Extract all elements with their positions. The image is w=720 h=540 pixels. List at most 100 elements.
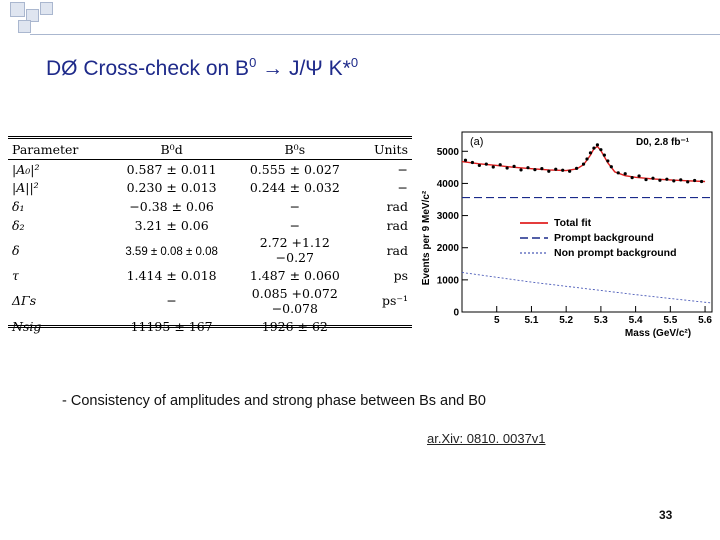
mass-distribution-plot: 5 5.1 5.2 5.3 5.4 5.5 5.6 0 1000 2000 3000 4000 5000… — [421, 131, 713, 339]
legend-label: Non prompt background — [554, 247, 677, 259]
column-header: Parameter — [8, 139, 105, 160]
data-point — [699, 179, 704, 184]
data-point — [672, 179, 676, 183]
y-tick-label: 1000 — [437, 275, 460, 286]
param-cell: |A||² — [12, 180, 39, 196]
param-cell: Nsig — [12, 318, 42, 334]
y-tick-label: 0 — [453, 308, 459, 319]
data-point — [470, 160, 475, 165]
data-point — [693, 178, 697, 183]
data-point — [512, 164, 516, 168]
data-point — [637, 174, 641, 178]
param-cell: |A₀|² — [12, 161, 40, 177]
plot-frame — [461, 131, 713, 313]
data-point — [491, 165, 495, 169]
unit-cell: rad — [386, 242, 408, 258]
column-header: B⁰s — [238, 139, 352, 160]
data-point — [463, 158, 468, 162]
data-point — [540, 167, 544, 171]
data-point — [616, 171, 620, 175]
table-row: |A||² 0.230 ± 0.013 0.244 ± 0.032 − — [8, 179, 412, 198]
param-cell: δ₁ — [12, 198, 25, 214]
legend-label: Prompt background — [554, 232, 654, 244]
data-point — [651, 176, 655, 180]
table-row: δ 3.59 ± 0.08 ± 0.08 2.72 +1.12 −0.27 ra… — [8, 234, 412, 266]
column-header: Units — [351, 139, 412, 160]
y-tick-label: 2000 — [437, 243, 460, 254]
table-row: |A₀|² 0.587 ± 0.011 0.555 ± 0.027 − — [8, 160, 412, 179]
slide-title: DØ Cross-check on B0 → J/Ψ K*0 — [46, 55, 359, 80]
x-tick-label: 5.2 — [559, 315, 573, 326]
data-point — [686, 180, 690, 184]
bs-value-cell: 0.244 ± 0.032 — [249, 180, 340, 196]
data-point — [581, 162, 586, 166]
y-tick-label: 5000 — [437, 147, 460, 158]
bd-value-cell: 0.230 ± 0.013 — [126, 180, 217, 196]
x-tick-label: 5 — [494, 315, 500, 326]
legend-label: Total fit — [554, 217, 592, 229]
y-tick-label: 3000 — [437, 211, 460, 222]
x-tick-label: 5.5 — [663, 315, 677, 326]
data-point — [526, 166, 530, 170]
bs-value-cell: 2.72 +1.12 −0.27 — [259, 235, 330, 266]
unit-cell: − — [397, 180, 408, 196]
data-point — [533, 168, 537, 172]
data-point — [644, 177, 648, 182]
bs-value-cell: 1926 ± 62 — [261, 318, 328, 334]
data-point — [592, 146, 596, 150]
data-point — [606, 159, 610, 163]
data-point — [623, 172, 627, 176]
parameter-table: Parameter B⁰d B⁰s Units |A₀|² 0.587 ± 0.… — [8, 136, 412, 334]
data-point — [585, 157, 589, 161]
unit-cell — [351, 317, 412, 336]
param-cell: τ — [12, 268, 19, 284]
arxiv-reference-link[interactable]: ar.Xiv: 0810. 0037v1 — [427, 431, 546, 446]
y-axis-label: Events per 9 MeV/c² — [421, 190, 432, 285]
x-tick-label: 5.3 — [594, 315, 608, 326]
data-point — [568, 169, 572, 173]
legend: Total fit Prompt background Non prompt bac… — [520, 217, 677, 259]
table-header-row: Parameter B⁰d B⁰s Units — [8, 139, 412, 160]
table-row: δ₁ −0.38 ± 0.06 − rad — [8, 197, 412, 216]
unit-cell: − — [397, 161, 408, 177]
bd-value-cell: 1.414 ± 0.018 — [126, 268, 217, 284]
bs-value-cell: 0.555 ± 0.027 — [249, 161, 340, 177]
bullet-text: - Consistency of amplitudes and strong p… — [62, 393, 486, 409]
data-point — [554, 167, 558, 171]
data-point — [505, 166, 509, 170]
table-row: ΔΓs − 0.085 +0.072 −0.078 ps⁻¹ — [8, 285, 412, 317]
plot-annotation: D0, 2.8 fb⁻¹ — [636, 137, 690, 148]
data-point — [595, 143, 600, 147]
y-tick-label: 4000 — [437, 179, 460, 190]
data-point — [630, 176, 634, 180]
table-row: δ₂ 3.21 ± 0.06 − rad — [8, 216, 412, 235]
bd-value-cell: −0.38 ± 0.06 — [129, 198, 214, 214]
panel-label: (a) — [470, 136, 483, 148]
table-row: Nsig 11195 ± 167 1926 ± 62 — [8, 317, 412, 336]
data-point — [609, 165, 613, 169]
bd-value-cell: − — [166, 293, 177, 309]
data-point — [484, 162, 488, 166]
series-line-2 — [461, 272, 713, 304]
unit-cell: rad — [386, 217, 408, 233]
bs-value-cell: − — [289, 198, 301, 214]
data-point — [665, 177, 669, 181]
bs-value-cell: 1.487 ± 0.060 — [249, 268, 340, 284]
bd-value-cell: 11195 ± 167 — [130, 318, 213, 334]
table-row: τ 1.414 ± 0.018 1.487 ± 0.060 ps — [8, 266, 412, 285]
param-cell: δ — [12, 242, 20, 258]
data-point — [679, 178, 683, 182]
param-cell: ΔΓs — [12, 293, 37, 309]
data-point — [574, 166, 579, 170]
column-header: B⁰d — [104, 139, 239, 160]
data-point — [658, 178, 662, 182]
unit-cell: ps⁻¹ — [381, 293, 408, 309]
bd-value-cell: 3.21 ± 0.06 — [134, 217, 209, 233]
page-number: 33 — [659, 508, 673, 522]
x-tick-label: 5.6 — [698, 315, 712, 326]
x-tick-label: 5.4 — [629, 315, 643, 326]
data-point — [602, 153, 606, 157]
data-point — [588, 151, 593, 155]
data-point — [477, 163, 481, 168]
data-point — [599, 148, 603, 152]
